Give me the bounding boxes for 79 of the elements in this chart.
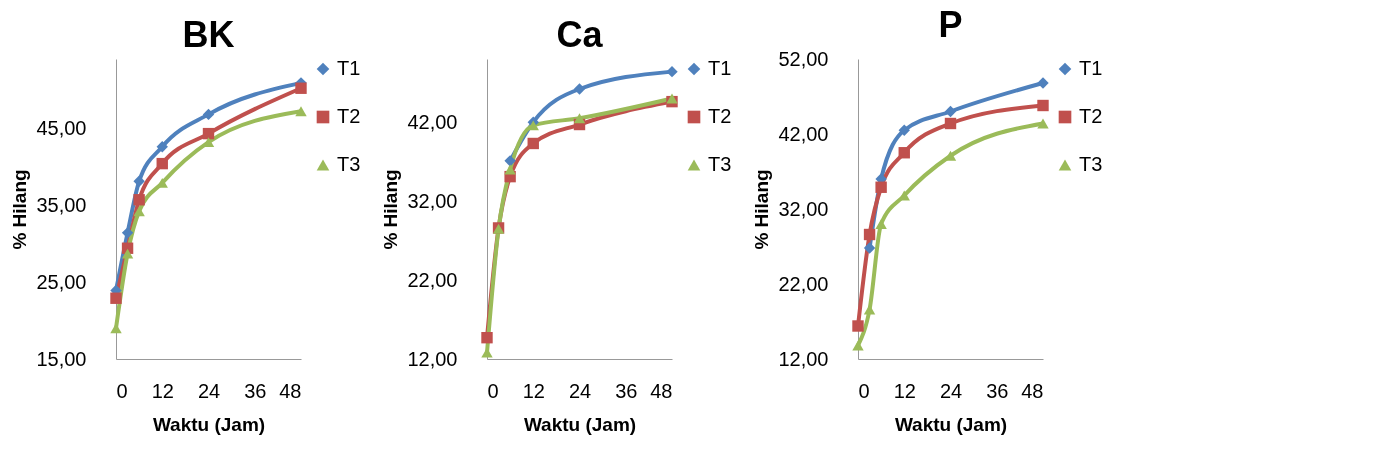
legend-label: T1 — [708, 57, 732, 79]
chart-title: BK — [182, 14, 235, 55]
x-tick-label: 36 — [244, 379, 267, 402]
x-tick-label: 0 — [487, 379, 499, 402]
x-tick-label: 12 — [893, 379, 916, 402]
point — [504, 155, 516, 167]
point — [898, 124, 910, 136]
point — [133, 206, 145, 217]
point — [133, 175, 145, 188]
y-tick-label: 15,00 — [36, 347, 87, 370]
point — [133, 194, 145, 206]
point — [121, 248, 134, 259]
point — [852, 340, 864, 351]
x-tick-label: 12 — [151, 379, 174, 402]
legend-label: T3 — [708, 153, 732, 175]
legend-label: T2 — [708, 105, 732, 127]
legend-label: T1 — [1079, 57, 1103, 79]
legend-label: T3 — [337, 153, 361, 175]
chart-title: P — [938, 4, 963, 45]
y-tick-label: 45,00 — [36, 116, 87, 139]
legend-label: T1 — [337, 57, 361, 79]
point — [481, 331, 493, 344]
point — [295, 82, 307, 94]
y-tick-label: 32,00 — [778, 197, 829, 220]
y-axis-title: % Hilang — [380, 169, 402, 250]
point — [1037, 118, 1049, 129]
x-tick-label: 48 — [279, 379, 302, 402]
point — [202, 108, 215, 121]
point — [666, 65, 678, 78]
point — [156, 157, 168, 170]
point — [863, 242, 876, 254]
x-tick-label: 36 — [615, 379, 638, 402]
point — [1037, 99, 1049, 112]
point — [295, 106, 307, 117]
y-tick-label: 32,00 — [407, 189, 458, 212]
point — [121, 227, 134, 239]
x-tick-label: 24 — [939, 379, 963, 402]
legend-label: T2 — [1079, 105, 1103, 127]
chart-title: Ca — [556, 14, 604, 55]
y-tick-label: 22,00 — [407, 268, 458, 291]
point — [666, 93, 678, 104]
x-axis-title: Waktu (Jam) — [152, 413, 266, 435]
y-tick-label: 12,00 — [778, 347, 829, 370]
point — [1037, 77, 1049, 89]
point — [898, 147, 910, 159]
x-tick-label: 48 — [1021, 379, 1044, 402]
y-axis-title: % Hilang — [9, 169, 31, 250]
point — [852, 320, 864, 332]
point — [875, 219, 887, 229]
x-tick-label: 12 — [522, 379, 545, 402]
x-axis-title: Waktu (Jam) — [523, 413, 637, 435]
y-tick-label: 35,00 — [36, 193, 87, 216]
legend-label: T3 — [1079, 153, 1103, 175]
y-tick-label: 42,00 — [407, 110, 458, 133]
point — [527, 137, 539, 150]
x-tick-label: 0 — [858, 379, 870, 402]
point — [504, 164, 516, 175]
point — [944, 117, 957, 130]
x-tick-label: 24 — [568, 379, 592, 402]
y-tick-label: 25,00 — [36, 270, 87, 293]
x-tick-label: 24 — [197, 379, 221, 402]
legend-label: T2 — [337, 105, 361, 127]
x-tick-label: 48 — [650, 379, 673, 402]
point — [573, 113, 586, 124]
x-axis-title: Waktu (Jam) — [894, 413, 1008, 435]
point — [875, 181, 887, 193]
point — [156, 140, 168, 153]
y-axis-title: % Hilang — [751, 169, 773, 250]
x-tick-label: 0 — [116, 379, 128, 402]
point — [863, 228, 876, 241]
y-tick-label: 12,00 — [407, 347, 458, 370]
y-tick-label: 22,00 — [778, 272, 829, 295]
x-tick-label: 36 — [986, 379, 1009, 402]
point — [573, 83, 586, 95]
point — [110, 292, 122, 304]
point — [944, 105, 957, 118]
y-tick-label: 42,00 — [778, 122, 829, 145]
point — [202, 127, 215, 140]
y-tick-label: 52,00 — [778, 47, 829, 70]
